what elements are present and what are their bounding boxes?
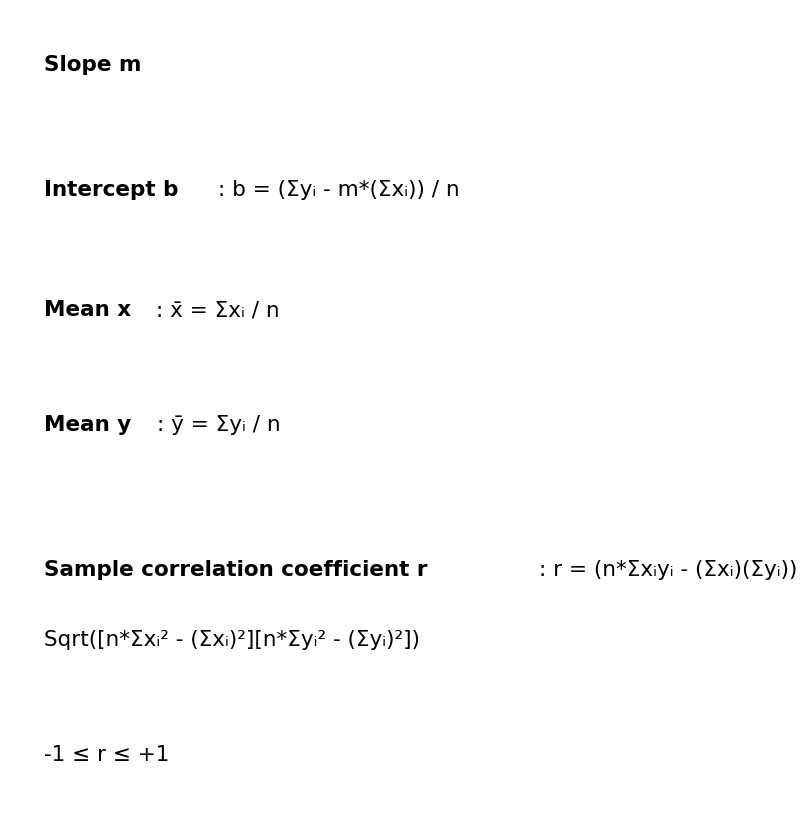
Text: Mean y: Mean y: [44, 415, 131, 435]
Text: Slope m: Slope m: [44, 55, 142, 75]
Text: Intercept b: Intercept b: [44, 180, 178, 200]
Text: Sample correlation coefficient r: Sample correlation coefficient r: [44, 560, 427, 580]
Text: : x̄ = Σxᵢ / n: : x̄ = Σxᵢ / n: [157, 300, 280, 320]
Text: Mean x: Mean x: [44, 300, 131, 320]
Text: : ȳ = Σyᵢ / n: : ȳ = Σyᵢ / n: [157, 415, 280, 435]
Text: Sqrt([n*Σxᵢ² - (Σxᵢ)²][n*Σyᵢ² - (Σyᵢ)²]): Sqrt([n*Σxᵢ² - (Σxᵢ)²][n*Σyᵢ² - (Σyᵢ)²]): [44, 630, 420, 650]
Text: : b = (Σyᵢ - m*(Σxᵢ)) / n: : b = (Σyᵢ - m*(Σxᵢ)) / n: [218, 180, 459, 200]
Text: -1 ≤ r ≤ +1: -1 ≤ r ≤ +1: [44, 745, 170, 765]
Text: : r = (n*Σxᵢyᵢ - (Σxᵢ)(Σyᵢ)) /: : r = (n*Σxᵢyᵢ - (Σxᵢ)(Σyᵢ)) /: [539, 560, 800, 580]
